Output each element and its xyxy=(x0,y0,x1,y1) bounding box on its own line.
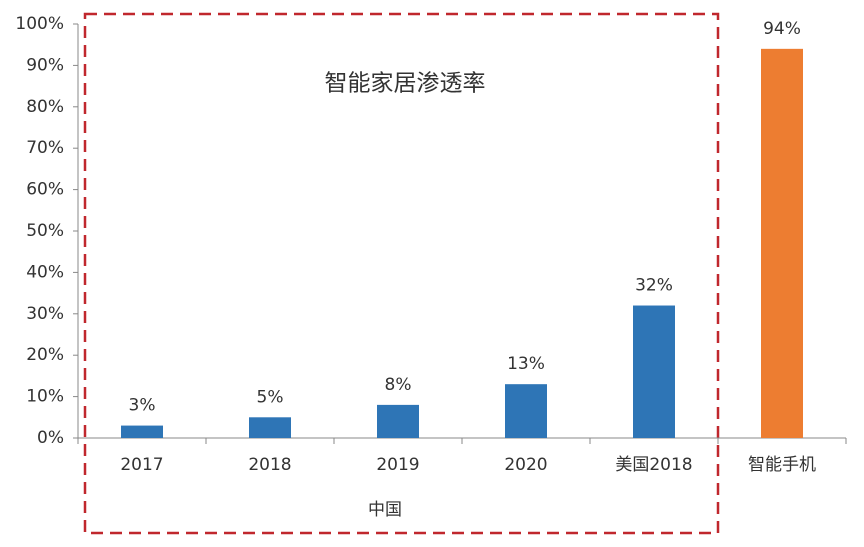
bar xyxy=(505,384,547,438)
group-label: 中国 xyxy=(368,500,402,520)
bar xyxy=(377,404,419,438)
y-tick-label: 50% xyxy=(26,221,64,241)
y-tick-label: 70% xyxy=(26,138,64,158)
bar xyxy=(761,48,803,439)
value-label: 3% xyxy=(129,396,156,416)
y-tick-label: 40% xyxy=(26,262,64,282)
value-label: 32% xyxy=(635,276,673,296)
value-label: 94% xyxy=(763,19,801,39)
bar xyxy=(633,305,675,438)
chart-title: 智能家居渗透率 xyxy=(325,71,486,97)
bar xyxy=(121,425,163,438)
x-tick-label: 2020 xyxy=(504,455,547,475)
x-tick-label: 2017 xyxy=(120,455,163,475)
y-tick-label: 100% xyxy=(15,14,64,34)
y-tick-label: 80% xyxy=(26,97,64,117)
value-label: 8% xyxy=(385,375,412,395)
china-group-box xyxy=(83,12,720,535)
x-tick-label: 美国2018 xyxy=(615,455,692,475)
x-tick-label: 智能手机 xyxy=(748,455,816,475)
y-tick-label: 90% xyxy=(26,55,64,75)
y-tick-label: 20% xyxy=(26,345,64,365)
x-tick-label: 2019 xyxy=(376,455,419,475)
y-tick-label: 0% xyxy=(37,428,64,448)
x-tick-label: 2018 xyxy=(248,455,291,475)
bar xyxy=(249,417,291,438)
y-tick-label: 10% xyxy=(26,387,64,407)
y-tick-label: 30% xyxy=(26,304,64,324)
y-tick-label: 60% xyxy=(26,180,64,200)
value-label: 5% xyxy=(257,387,284,407)
value-label: 13% xyxy=(507,354,545,374)
